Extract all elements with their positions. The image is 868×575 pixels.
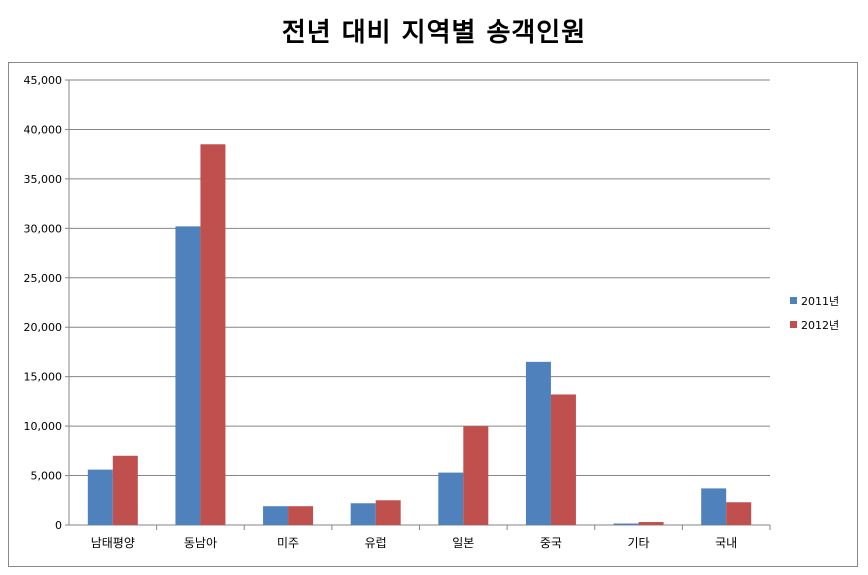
y-tick-label: 10,000 <box>24 420 63 433</box>
bar-series2 <box>288 506 314 525</box>
x-category-label: 남태평양 <box>91 536 135 550</box>
y-tick-label: 20,000 <box>24 321 63 334</box>
y-tick-label: 15,000 <box>24 371 63 384</box>
y-tick-label: 35,000 <box>24 173 63 186</box>
bar-series1 <box>438 472 464 525</box>
x-category-label: 유럽 <box>365 536 387 550</box>
y-tick-label: 0 <box>55 519 62 532</box>
x-category-label: 기타 <box>628 536 650 550</box>
bar-series1 <box>263 506 289 525</box>
bar-series2 <box>463 426 489 525</box>
x-category-label: 미주 <box>277 536 299 550</box>
chart-title: 전년 대비 지역별 송객인원 <box>281 18 587 48</box>
x-category-label: 일본 <box>452 536 474 550</box>
x-category-label: 동남아 <box>184 536 217 550</box>
bar-series1 <box>613 523 639 525</box>
legend-swatch <box>790 297 797 304</box>
legend-swatch <box>790 321 797 328</box>
y-tick-label: 30,000 <box>24 222 63 235</box>
bar-series2 <box>375 500 401 525</box>
x-category-label: 중국 <box>540 536 562 550</box>
chart-border <box>8 62 858 567</box>
y-tick-label: 25,000 <box>24 272 63 285</box>
bar-series2 <box>726 502 752 525</box>
bar-series1 <box>350 503 376 525</box>
x-category-label: 국내 <box>715 536 737 550</box>
bar-series1 <box>175 226 201 525</box>
bar-series2 <box>550 394 576 525</box>
y-tick-label: 40,000 <box>24 123 63 136</box>
bar-series2 <box>200 144 226 525</box>
legend-label: 2011년 <box>801 295 839 308</box>
legend-label: 2012년 <box>801 319 839 332</box>
bar-series1 <box>701 488 727 525</box>
bar-series2 <box>112 455 138 525</box>
bar-series1 <box>525 361 551 525</box>
bar-series2 <box>638 522 664 525</box>
bar-series1 <box>87 469 113 525</box>
y-tick-label: 45,000 <box>24 74 63 87</box>
y-tick-label: 5,000 <box>31 470 63 483</box>
